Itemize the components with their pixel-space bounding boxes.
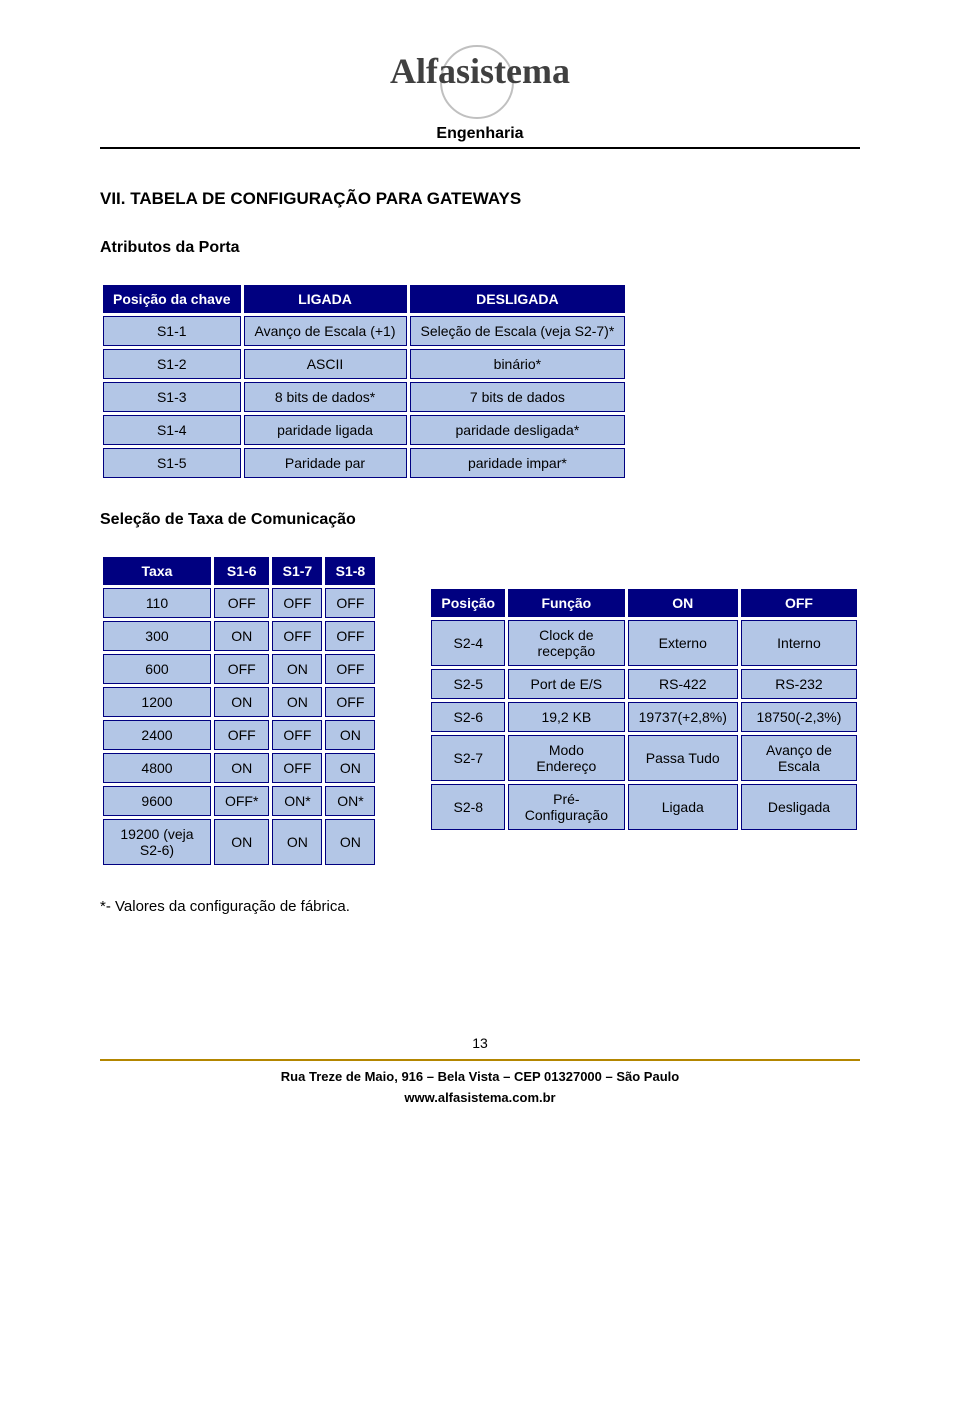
th: DESLIGADA (410, 285, 626, 313)
footer-divider (100, 1059, 860, 1061)
page-number: 13 (100, 1035, 860, 1051)
th: OFF (741, 589, 857, 617)
header-subtitle: Engenharia (100, 125, 860, 143)
table-row: S1-4paridade ligadaparidade desligada* (103, 415, 625, 445)
table-attributes: Posição da chave LIGADA DESLIGADA S1-1Av… (100, 282, 628, 481)
th: S1-7 (272, 557, 322, 585)
table-row: 1200ONONOFF (103, 687, 375, 717)
table-row: S2-4Clock de recepçãoExternoInterno (431, 620, 857, 666)
table-header-row: Posição da chave LIGADA DESLIGADA (103, 285, 625, 313)
th: Função (508, 589, 624, 617)
subsection-baudrate: Seleção de Taxa de Comunicação (100, 511, 860, 529)
header-divider (100, 147, 860, 149)
th: LIGADA (244, 285, 407, 313)
table-row: 4800ONOFFON (103, 753, 375, 783)
table-row: S2-619,2 KB19737(+2,8%)18750(-2,3%) (431, 702, 857, 732)
th: Posição (431, 589, 505, 617)
table-row: 110OFFOFFOFF (103, 588, 375, 618)
table-baudrate: Taxa S1-6 S1-7 S1-8 110OFFOFFOFF 300ONOF… (100, 554, 378, 868)
table-row: S2-8Pré-ConfiguraçãoLigadaDesligada (431, 784, 857, 830)
th: Taxa (103, 557, 211, 585)
th: S1-6 (214, 557, 269, 585)
table-row: 19200 (veja S2-6)ONONON (103, 819, 375, 865)
footer-url: www.alfasistema.com.br (404, 1090, 555, 1105)
table-row: 300ONOFFOFF (103, 621, 375, 651)
th: S1-8 (325, 557, 375, 585)
table-header-row: Taxa S1-6 S1-7 S1-8 (103, 557, 375, 585)
th: ON (628, 589, 738, 617)
table-row: S1-1Avanço de Escala (+1)Seleção de Esca… (103, 316, 625, 346)
table-row: S2-7Modo EndereçoPassa TudoAvanço de Esc… (431, 735, 857, 781)
logo-text: Alfasistema (390, 51, 570, 91)
table-row: 600OFFONOFF (103, 654, 375, 684)
table-row: S2-5Port de E/SRS-422RS-232 (431, 669, 857, 699)
footnote: *- Valores da configuração de fábrica. (100, 898, 860, 915)
th: Posição da chave (103, 285, 241, 313)
table-row: 9600OFF*ON*ON* (103, 786, 375, 816)
footer: Rua Treze de Maio, 916 – Bela Vista – CE… (100, 1067, 860, 1109)
table-row: S1-5Paridade parparidade impar* (103, 448, 625, 478)
section-title: VII. TABELA DE CONFIGURAÇÃO PARA GATEWAY… (100, 189, 860, 209)
subsection-attributes: Atributos da Porta (100, 239, 860, 257)
table-row: 2400OFFOFFON (103, 720, 375, 750)
footer-address: Rua Treze de Maio, 916 – Bela Vista – CE… (281, 1069, 679, 1084)
table-s2-config: Posição Função ON OFF S2-4Clock de recep… (428, 586, 860, 833)
table-row: S1-2ASCIIbinário* (103, 349, 625, 379)
logo: Alfasistema (100, 50, 860, 120)
table-header-row: Posição Função ON OFF (431, 589, 857, 617)
table-row: S1-38 bits de dados*7 bits de dados (103, 382, 625, 412)
